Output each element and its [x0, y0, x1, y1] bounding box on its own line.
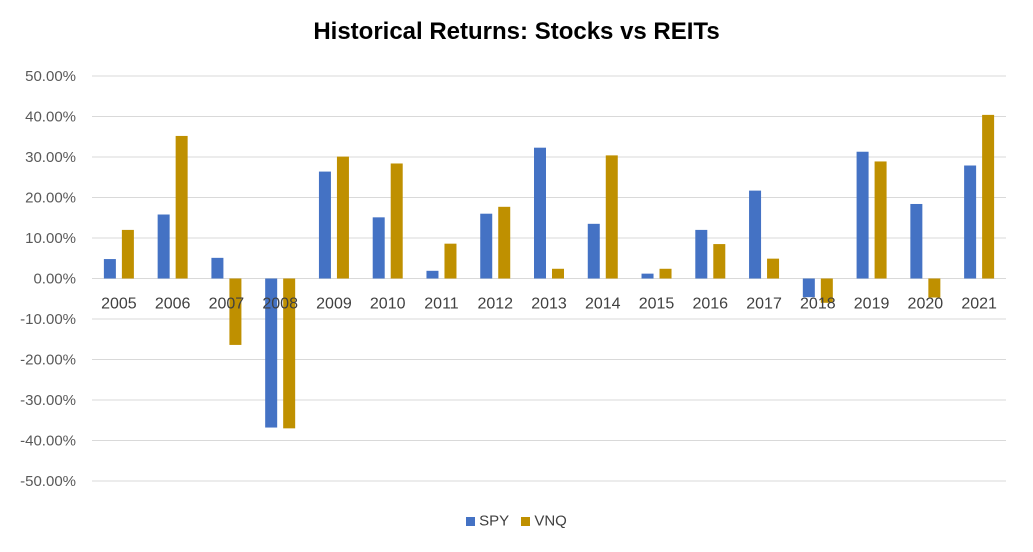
bar-vnq-2014	[605, 155, 618, 279]
y-tick-label: -20.00%	[20, 352, 76, 369]
bar-spy-2021	[964, 165, 977, 279]
bar-vnq-2015	[659, 268, 672, 279]
bar-spy-2015	[641, 273, 654, 279]
x-tick-label: 2013	[531, 296, 567, 313]
bar-spy-2010	[372, 217, 385, 279]
bar-vnq-2005	[121, 229, 134, 279]
bar-vnq-2007	[229, 278, 242, 345]
legend: SPY VNQ	[0, 512, 1033, 530]
bar-spy-2013	[534, 147, 546, 279]
y-tick-label: 40.00%	[25, 109, 76, 126]
bar-spy-2008	[265, 278, 278, 428]
bar-vnq-2009	[336, 156, 349, 279]
x-tick-label: 2017	[746, 296, 782, 313]
y-tick-label: 20.00%	[25, 190, 76, 207]
y-tick-label: 10.00%	[25, 230, 76, 247]
bar-vnq-2008	[283, 278, 296, 429]
bar-vnq-2011	[444, 243, 457, 279]
bar-spy-2016	[695, 229, 708, 279]
bar-spy-2009	[318, 171, 331, 279]
legend-label-vnq: VNQ	[534, 512, 567, 530]
x-tick-label: 2015	[639, 296, 675, 313]
bar-vnq-2017	[767, 258, 780, 279]
bar-spy-2019	[856, 151, 869, 279]
x-tick-label: 2011	[424, 296, 459, 313]
x-tick-label: 2019	[854, 296, 890, 313]
bar-spy-2020	[910, 203, 923, 279]
chart-title: Historical Returns: Stocks vs REITs	[313, 18, 720, 45]
x-tick-label: 2018	[800, 296, 836, 313]
x-tick-label: 2020	[908, 296, 944, 313]
bar-spy-2014	[587, 223, 600, 279]
legend-item-vnq: VNQ	[521, 512, 567, 530]
x-tick-label: 2009	[316, 296, 352, 313]
x-tick-label: 2006	[155, 296, 191, 313]
x-tick-label: 2010	[370, 296, 406, 313]
y-tick-label: -10.00%	[20, 311, 76, 328]
bar-vnq-2021	[982, 114, 995, 279]
y-tick-label: -40.00%	[20, 433, 76, 450]
legend-item-spy: SPY	[466, 512, 509, 530]
bar-vnq-2006	[175, 135, 188, 279]
bar-spy-2005	[103, 259, 116, 279]
bar-vnq-2019	[874, 161, 887, 279]
legend-swatch-spy	[466, 516, 476, 526]
bar-vnq-2020	[928, 278, 941, 298]
y-tick-label: 50.00%	[25, 68, 76, 85]
bar-spy-2006	[157, 214, 170, 279]
bar-vnq-2018	[820, 278, 833, 303]
x-tick-label: 2005	[101, 296, 137, 313]
bar-spy-2017	[749, 190, 762, 279]
legend-swatch-vnq	[521, 516, 531, 526]
x-tick-label: 2021	[961, 296, 997, 313]
y-tick-label: 0.00%	[33, 271, 76, 288]
bar-vnq-2013	[552, 268, 564, 279]
x-tick-label: 2007	[209, 296, 245, 313]
y-tick-label: -30.00%	[20, 392, 76, 409]
bar-spy-2018	[802, 278, 815, 298]
x-tick-label: 2012	[477, 296, 513, 313]
bar-spy-2012	[480, 213, 493, 279]
x-tick-label: 2016	[692, 296, 728, 313]
bar-vnq-2012	[498, 206, 511, 279]
legend-label-spy: SPY	[479, 512, 510, 530]
bar-vnq-2010	[390, 163, 403, 279]
bar-spy-2007	[211, 257, 224, 279]
bar-vnq-2016	[713, 244, 726, 279]
y-tick-label: 30.00%	[25, 149, 76, 166]
x-tick-label: 2014	[585, 296, 621, 313]
y-tick-label: -50.00%	[20, 473, 76, 490]
bar-spy-2011	[426, 270, 439, 279]
x-tick-label: 2008	[262, 296, 298, 313]
